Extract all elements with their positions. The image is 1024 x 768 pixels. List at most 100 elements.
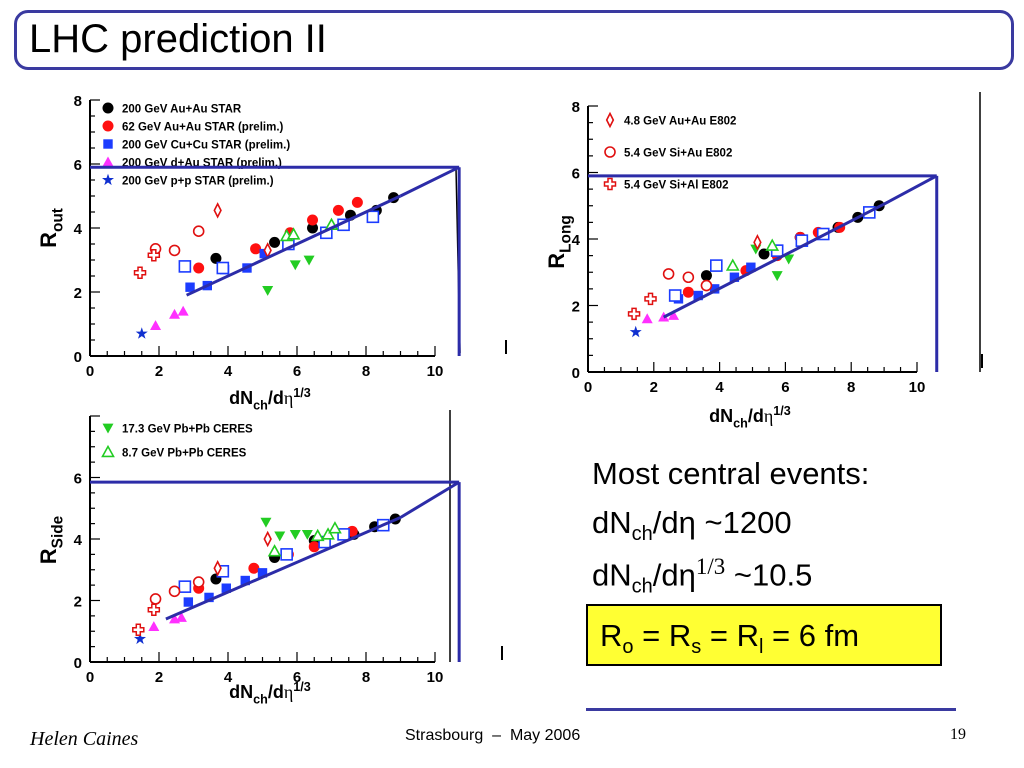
axes (587, 92, 983, 373)
data-point (746, 262, 756, 272)
legend-marker (102, 156, 114, 167)
data-point (183, 597, 194, 607)
fit-extrapolation (883, 174, 938, 206)
y-tick-label: 0 (572, 365, 580, 382)
legend-marker (604, 146, 616, 158)
data-point (210, 252, 222, 264)
data-point (771, 271, 783, 282)
x-tick-label: 8 (362, 363, 370, 380)
data-point (629, 325, 642, 338)
chart-rside: 0 2 4 6 0 2 4 6 8 10 RSide dNch/dη1/3 17.3 GeV Pb+Pb… (36, 410, 503, 707)
data-point (280, 548, 293, 561)
fit-extrapolation (399, 165, 460, 198)
x-axis-label: dNch/dη1/3 (709, 404, 791, 431)
text-central-events: Most central events: (592, 456, 870, 491)
legend-label: 8.7 GeV Pb+Pb CERES (122, 448, 247, 460)
y-tick-label: 6 (572, 166, 580, 183)
fit-line (662, 202, 885, 319)
data-point (192, 225, 205, 237)
data-point (700, 279, 713, 292)
legend-label: 62 GeV Au+Au STAR (prelim.) (122, 122, 284, 134)
fit-line (165, 516, 402, 621)
data-point (148, 621, 160, 632)
legend-marker (102, 423, 114, 434)
data-point (193, 262, 205, 274)
x-tick-label: 4 (715, 379, 724, 396)
data-point (301, 529, 313, 540)
text-multiplicity-cube-root: dNch/dη1/3 ~10.5 (592, 554, 813, 598)
data-point (204, 592, 214, 603)
text-multiplicity: dNch/dη ~1200 (592, 505, 792, 546)
data-point (177, 305, 189, 316)
x-tick-label: 4 (224, 669, 233, 686)
footer-divider (586, 708, 956, 711)
legend-marker (102, 102, 114, 114)
y-axis-label: RLong (544, 215, 575, 269)
x-tick-label: 2 (155, 363, 163, 380)
chart-rout: 0 2 4 6 8 0 2 4 6 8 10 Rout dNch/dη1/3 200 GeV Au+Au … (36, 93, 507, 410)
legend-label: 5.4 GeV Si+Au E802 (624, 148, 732, 160)
x-tick-label: 6 (781, 379, 789, 396)
x-axis-label: dNch/dη1/3 (229, 680, 311, 707)
data-point (147, 248, 161, 262)
legend-label: 200 GeV Cu+Cu STAR (prelim.) (122, 140, 290, 152)
data-point (192, 576, 205, 588)
footer-event: Strasbourg – May 2006 (405, 727, 581, 744)
data-point (168, 585, 181, 598)
y-axis-label: Rout (36, 208, 67, 248)
data-point (337, 528, 350, 541)
data-point (263, 530, 272, 548)
data-point (310, 528, 325, 542)
y-axis-label-group: RSide (36, 515, 67, 564)
data-point (783, 254, 795, 265)
legend-label: 200 GeV Au+Au STAR (122, 104, 242, 116)
data-point (729, 272, 740, 282)
data-point (262, 286, 274, 296)
y-axis-label-group: Rout (36, 208, 67, 248)
data-point (328, 521, 342, 534)
data-point (682, 286, 694, 298)
data-point (627, 307, 641, 321)
data-point (709, 284, 720, 294)
data-point (175, 611, 187, 622)
data-point (710, 259, 723, 272)
data-point (178, 580, 192, 593)
x-tick-label: 0 (86, 363, 94, 380)
legend-label: 17.3 GeV Pb+Pb CERES (122, 424, 253, 436)
data-point (321, 527, 335, 540)
legend-marker (102, 120, 114, 132)
data-point (307, 222, 319, 234)
data-point (274, 531, 286, 542)
legend: 17.3 GeV Pb+Pb CERES 8.7 GeV Pb+Pb CERES (101, 423, 253, 460)
x-tick-label: 6 (293, 363, 301, 380)
data-point (149, 593, 162, 605)
fit-extrapolation (399, 480, 460, 519)
data-point (269, 236, 281, 248)
y-tick-label: 6 (74, 157, 82, 174)
legend-marker (605, 111, 615, 129)
legend-label: 4.8 GeV Au+Au E802 (624, 116, 736, 128)
data-point (133, 266, 147, 280)
page-number: 19 (950, 726, 966, 743)
legend: 4.8 GeV Au+Au E802 5.4 GeV Si+Au E802 5.4 … (603, 111, 736, 192)
fit-line (185, 194, 402, 297)
data-point (240, 575, 250, 586)
data-point (303, 255, 315, 266)
legend-marker (103, 139, 113, 149)
x-tick-label: 0 (584, 379, 592, 396)
data-point (147, 603, 161, 616)
data-point (132, 623, 145, 636)
legend: 200 GeV Au+Au STAR 62 GeV Au+Au STAR (pr… (102, 102, 290, 188)
data-point (259, 248, 269, 259)
data-point (351, 196, 363, 208)
data-point (257, 568, 268, 578)
data-point (213, 202, 222, 219)
legend-marker (101, 444, 115, 458)
data-point (693, 290, 703, 301)
data-point (758, 248, 770, 260)
data-point (366, 210, 380, 224)
x-tick-label: 2 (650, 379, 658, 396)
axes (89, 410, 503, 663)
data-point (185, 282, 195, 292)
x-tick-label: 10 (909, 379, 926, 396)
